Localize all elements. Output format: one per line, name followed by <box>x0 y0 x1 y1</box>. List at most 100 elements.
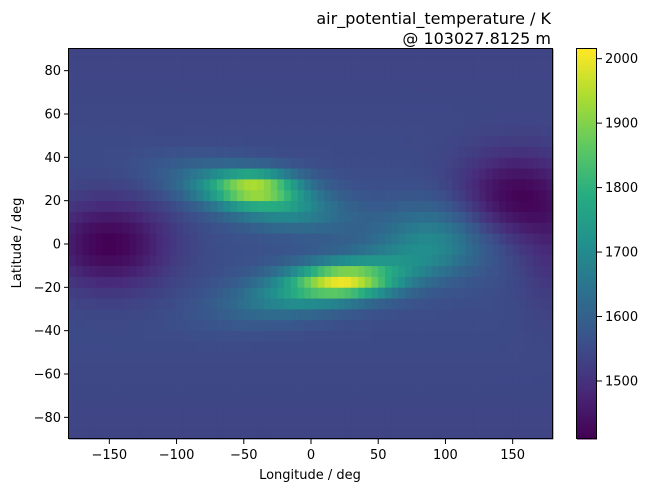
heatmap-cell <box>129 211 137 223</box>
heatmap-cell <box>89 244 97 256</box>
heatmap-cell <box>196 59 204 72</box>
heatmap-cell <box>317 254 325 267</box>
heatmap-cell <box>149 222 157 234</box>
heatmap-cell <box>418 114 426 126</box>
heatmap-cell <box>371 179 379 191</box>
heatmap-cell <box>297 146 305 158</box>
heatmap-cell <box>136 352 144 364</box>
heatmap-cell <box>109 276 117 288</box>
heatmap-cell <box>95 330 104 342</box>
colorbar-segment <box>577 223 597 227</box>
heatmap-cell <box>425 114 433 126</box>
heatmap-cell <box>331 254 339 267</box>
heatmap-cell <box>492 200 500 212</box>
heatmap-cell <box>75 146 83 158</box>
colorbar-segment <box>577 277 597 281</box>
heatmap-cell <box>485 157 493 169</box>
heatmap-cell <box>331 374 339 386</box>
heatmap-cell <box>438 363 446 375</box>
heatmap-cell <box>492 211 500 223</box>
heatmap-cell <box>223 59 231 72</box>
heatmap-cell <box>445 157 453 169</box>
heatmap-cell <box>284 189 292 202</box>
heatmap-cell <box>546 341 554 353</box>
heatmap-cell <box>116 363 124 375</box>
heatmap-cell <box>445 189 453 202</box>
heatmap-cell <box>290 254 298 267</box>
heatmap-cell <box>250 363 258 375</box>
heatmap-cell <box>69 168 77 180</box>
heatmap-cell <box>499 124 507 137</box>
heatmap-cell <box>311 265 319 277</box>
heatmap-cell <box>116 330 124 342</box>
heatmap-cell <box>210 363 218 375</box>
heatmap-cell <box>156 265 164 277</box>
heatmap-cell <box>512 244 520 256</box>
heatmap-cell <box>129 417 137 429</box>
heatmap-cell <box>317 319 325 332</box>
heatmap-cell <box>499 309 507 321</box>
heatmap-cell <box>364 341 372 353</box>
heatmap-cell <box>317 222 325 234</box>
heatmap-cell <box>203 168 211 180</box>
heatmap-cell <box>203 428 211 440</box>
heatmap-cell <box>102 319 110 332</box>
heatmap-cell <box>284 352 292 364</box>
heatmap-cell <box>445 103 453 115</box>
heatmap-cell <box>82 309 90 321</box>
heatmap-cell <box>505 168 514 180</box>
heatmap-cell <box>371 222 379 234</box>
heatmap-cell <box>196 417 204 429</box>
heatmap-cell <box>378 233 386 245</box>
heatmap-cell <box>122 233 130 245</box>
heatmap-cell <box>405 363 413 375</box>
heatmap-cell <box>317 287 325 299</box>
x-axis-label: Longitude / deg <box>259 468 361 483</box>
heatmap-cell <box>432 265 440 277</box>
heatmap-cell <box>163 70 171 82</box>
heatmap-cell <box>270 81 278 93</box>
heatmap-cell <box>418 49 426 61</box>
heatmap-cell <box>311 406 319 418</box>
heatmap-cell <box>358 254 366 267</box>
heatmap-cell <box>519 319 527 332</box>
heatmap-cell <box>163 319 171 332</box>
heatmap-cell <box>109 157 117 169</box>
heatmap-cell <box>163 157 171 169</box>
heatmap-cell <box>505 374 514 386</box>
heatmap-cell <box>250 244 258 256</box>
heatmap-cell <box>418 298 426 310</box>
heatmap-cell <box>163 168 171 180</box>
heatmap-cell <box>176 200 184 212</box>
heatmap-cell <box>317 200 325 212</box>
colorbar-segment <box>577 400 597 404</box>
heatmap-cell <box>176 222 184 234</box>
heatmap-cell <box>95 114 104 126</box>
heatmap-cell <box>432 254 440 267</box>
colorbar-segment <box>577 103 597 107</box>
colorbar-segment <box>577 406 597 410</box>
heatmap-cell <box>398 352 406 364</box>
heatmap-cell <box>69 222 77 234</box>
heatmap-cell <box>384 330 393 342</box>
heatmap-cell <box>331 124 339 137</box>
heatmap-cell <box>519 298 527 310</box>
colorbar-segment <box>577 253 597 257</box>
heatmap-cell <box>546 276 554 288</box>
heatmap-cell <box>243 49 251 61</box>
heatmap-cell <box>102 189 110 202</box>
heatmap-cell <box>505 352 514 364</box>
heatmap-cell <box>142 179 151 191</box>
heatmap-cell <box>156 374 164 386</box>
heatmap-cell <box>432 124 440 137</box>
colorbar-segment <box>577 262 597 266</box>
heatmap-cell <box>304 287 312 299</box>
heatmap-cell <box>311 233 319 245</box>
heatmap-cell <box>311 59 319 72</box>
heatmap-cell <box>458 319 467 332</box>
heatmap-cell <box>183 298 191 310</box>
heatmap-cell <box>458 59 467 72</box>
heatmap-cell <box>122 319 130 332</box>
heatmap-cell <box>432 406 440 418</box>
heatmap-cell <box>109 189 117 202</box>
